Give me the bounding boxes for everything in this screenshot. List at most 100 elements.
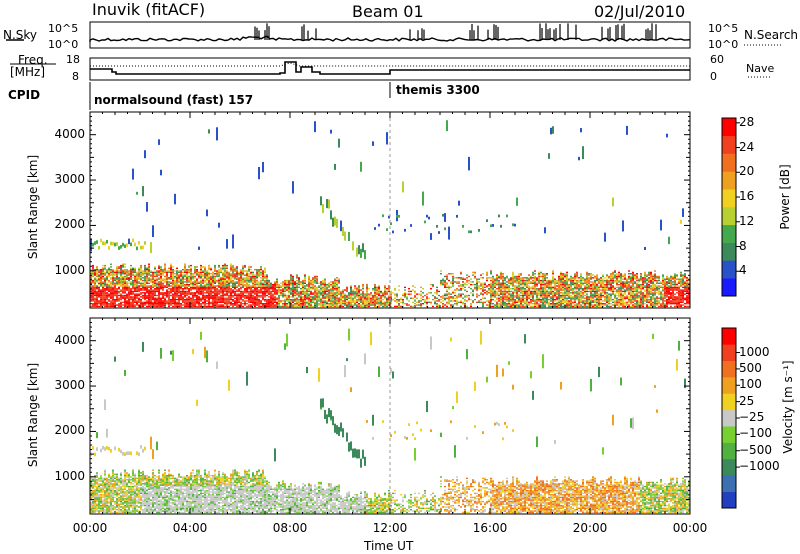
power-cell <box>352 298 354 301</box>
power-cell <box>392 298 394 301</box>
power-cell <box>556 305 558 308</box>
power-cell <box>590 292 592 294</box>
power-cell <box>544 304 546 306</box>
power-cell <box>154 281 156 283</box>
power-cell <box>138 277 140 279</box>
power-cell <box>502 275 504 278</box>
power-cell <box>532 285 534 287</box>
power-cell <box>94 279 96 282</box>
power-cell <box>110 278 112 280</box>
power-cell <box>454 297 456 299</box>
power-cell <box>494 296 496 298</box>
power-cell <box>448 292 450 294</box>
power-cell <box>598 304 600 306</box>
power-cell <box>104 305 106 308</box>
power-cell <box>104 282 106 284</box>
power-cell <box>562 285 564 287</box>
power-cell <box>166 290 168 293</box>
power-cell <box>240 290 242 293</box>
power-cell <box>406 296 408 298</box>
power-cell <box>498 285 500 287</box>
power-cell <box>210 277 212 279</box>
power-cell <box>122 285 124 287</box>
power-cell <box>488 283 490 286</box>
power-cell <box>360 294 362 297</box>
power-cell <box>184 264 186 267</box>
power-cell <box>246 270 248 272</box>
power-cell <box>228 290 230 293</box>
power-cell <box>256 297 258 299</box>
power-cell <box>512 304 514 306</box>
power-cell <box>182 292 184 294</box>
power-cell <box>580 301 582 304</box>
power-cell <box>106 298 108 301</box>
power-cell <box>210 267 212 269</box>
power-cell <box>514 298 516 301</box>
power-cell <box>550 305 552 308</box>
power-cell <box>448 288 450 290</box>
power-cell <box>114 288 116 290</box>
power-cell <box>296 298 298 301</box>
power-cell <box>526 289 528 291</box>
power-cell <box>176 279 178 282</box>
power-cell <box>330 297 332 299</box>
power-cell <box>324 296 326 298</box>
power-cell <box>588 285 590 287</box>
power-cell <box>390 300 392 302</box>
power-cell <box>504 278 506 280</box>
power-cell <box>608 288 610 290</box>
power-cell <box>96 301 98 304</box>
power-cell <box>356 298 358 301</box>
power-cell <box>196 290 198 293</box>
power-cell <box>240 273 242 275</box>
power-cell <box>492 286 494 289</box>
power-cell <box>476 281 478 283</box>
power-cell <box>242 278 244 280</box>
power-cell <box>204 303 206 305</box>
power-cell <box>506 300 508 302</box>
power-cell <box>172 298 174 301</box>
power-cell <box>140 278 142 280</box>
power-cell <box>526 293 528 295</box>
power-cell <box>378 293 380 295</box>
power-cell <box>182 279 184 282</box>
power-cell <box>244 279 246 282</box>
power-cell <box>178 298 180 301</box>
power-cell <box>104 273 106 275</box>
power-cell <box>606 293 608 295</box>
power-cell <box>302 282 304 284</box>
power-cell <box>124 275 126 278</box>
power-cell <box>118 267 120 269</box>
power-cell <box>242 282 244 284</box>
power-cell <box>592 296 594 298</box>
power-cell <box>292 293 294 295</box>
power-cell <box>178 300 180 302</box>
power-cell <box>544 292 546 294</box>
power-cell <box>300 282 302 284</box>
power-cell <box>252 273 254 275</box>
power-cell <box>180 297 182 299</box>
power-cell <box>242 303 244 305</box>
power-cell <box>320 305 322 308</box>
power-cell <box>252 303 254 305</box>
power-cell <box>440 270 442 272</box>
power-cell <box>322 294 324 297</box>
power-cell <box>134 298 136 301</box>
power-cell <box>564 283 566 286</box>
power-cell <box>386 297 388 299</box>
power-cell <box>314 292 316 294</box>
power-cell <box>334 301 336 304</box>
power-cell <box>522 301 524 304</box>
power-cell <box>540 296 542 298</box>
power-cell <box>166 294 168 297</box>
power-cell <box>92 288 94 290</box>
power-cell <box>378 294 380 297</box>
power-cell <box>150 304 152 306</box>
power-cell <box>310 283 312 286</box>
power-cell <box>556 296 558 298</box>
power-cell <box>266 278 268 280</box>
power-cell <box>306 283 308 286</box>
power-cell <box>284 279 286 282</box>
power-cell <box>142 245 144 250</box>
power-cell <box>228 285 230 287</box>
